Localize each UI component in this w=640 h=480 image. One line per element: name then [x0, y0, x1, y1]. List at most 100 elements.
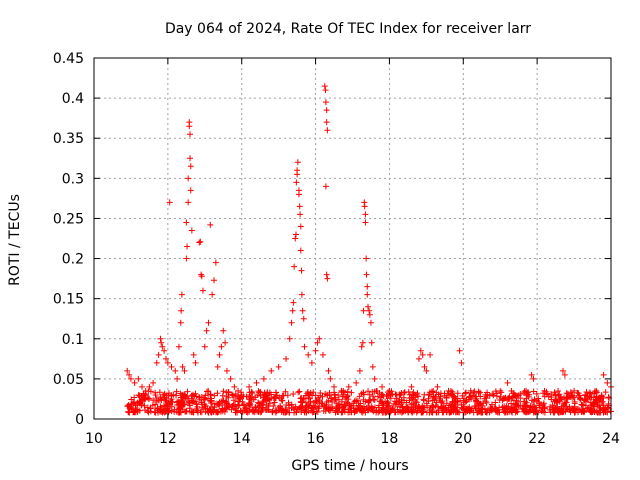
data-point — [298, 403, 305, 410]
data-point — [255, 399, 262, 406]
data-point — [402, 408, 409, 415]
data-point — [376, 398, 383, 405]
data-point — [331, 383, 338, 390]
data-point — [375, 402, 382, 409]
data-point — [223, 393, 230, 400]
data-point — [329, 405, 336, 412]
data-point — [323, 271, 330, 278]
data-point — [403, 399, 410, 406]
data-point — [220, 327, 227, 334]
data-point — [415, 355, 422, 362]
data-point — [173, 388, 180, 395]
data-point — [260, 398, 267, 405]
data-point — [214, 363, 221, 370]
data-point — [305, 351, 312, 358]
data-point — [462, 390, 469, 397]
data-point — [369, 388, 376, 395]
data-point — [154, 404, 161, 411]
data-point — [552, 397, 559, 404]
data-point — [323, 107, 330, 114]
data-point — [561, 371, 568, 378]
data-point — [427, 351, 434, 358]
data-point — [477, 400, 484, 407]
data-point — [602, 389, 609, 396]
data-point — [466, 394, 473, 401]
data-point — [139, 383, 146, 390]
y-tick-label: 0.2 — [62, 252, 84, 268]
data-point — [443, 394, 450, 401]
data-point — [380, 393, 387, 400]
data-point — [135, 375, 142, 382]
data-point — [361, 203, 368, 210]
data-point — [366, 397, 373, 404]
data-point — [511, 406, 518, 413]
data-point — [379, 391, 386, 398]
data-point — [172, 367, 179, 374]
data-point — [205, 319, 212, 326]
data-point — [185, 399, 192, 406]
data-point — [477, 393, 484, 400]
data-point — [528, 371, 535, 378]
y-tick-label: 0 — [75, 412, 84, 428]
data-point — [158, 339, 165, 346]
data-point — [483, 399, 490, 406]
data-point — [315, 394, 322, 401]
data-point — [268, 367, 275, 374]
data-point — [290, 299, 297, 306]
data-point — [246, 383, 253, 390]
data-point — [291, 406, 298, 413]
data-point — [395, 401, 402, 408]
data-point — [370, 408, 377, 415]
data-point — [286, 404, 293, 411]
data-point — [299, 398, 306, 405]
data-point — [533, 390, 540, 397]
data-point — [449, 399, 456, 406]
data-point — [243, 393, 250, 400]
data-point — [332, 392, 339, 399]
data-point — [256, 403, 263, 410]
data-point — [300, 395, 307, 402]
data-point — [237, 395, 244, 402]
data-point — [178, 397, 185, 404]
data-point — [591, 400, 598, 407]
data-point — [530, 388, 537, 395]
data-point — [360, 307, 367, 314]
data-point — [192, 359, 199, 366]
data-point — [191, 393, 198, 400]
data-point — [389, 404, 396, 411]
data-point — [207, 221, 214, 228]
data-point — [521, 398, 528, 405]
data-point — [192, 390, 199, 397]
data-point — [310, 399, 317, 406]
data-point — [185, 175, 192, 182]
data-point — [186, 405, 193, 412]
data-point — [475, 405, 482, 412]
data-point — [141, 395, 148, 402]
data-point — [264, 389, 271, 396]
data-point — [228, 391, 235, 398]
data-point — [535, 399, 542, 406]
data-point — [156, 389, 163, 396]
data-point — [187, 163, 194, 170]
data-point — [300, 315, 307, 322]
data-point — [219, 406, 226, 413]
data-point — [155, 351, 162, 358]
data-point — [322, 183, 329, 190]
data-point — [278, 405, 285, 412]
data-point — [510, 404, 517, 411]
data-point — [351, 398, 358, 405]
data-point — [437, 390, 444, 397]
plot-frame — [93, 57, 612, 420]
data-point — [523, 387, 530, 394]
data-point — [366, 311, 373, 318]
data-point — [443, 400, 450, 407]
data-point — [370, 396, 377, 403]
data-point — [163, 355, 170, 362]
data-point — [184, 388, 191, 395]
data-point — [366, 307, 373, 314]
data-point — [183, 219, 190, 226]
data-point — [168, 363, 175, 370]
data-point — [322, 99, 329, 106]
data-point — [153, 359, 160, 366]
data-point — [204, 405, 211, 412]
